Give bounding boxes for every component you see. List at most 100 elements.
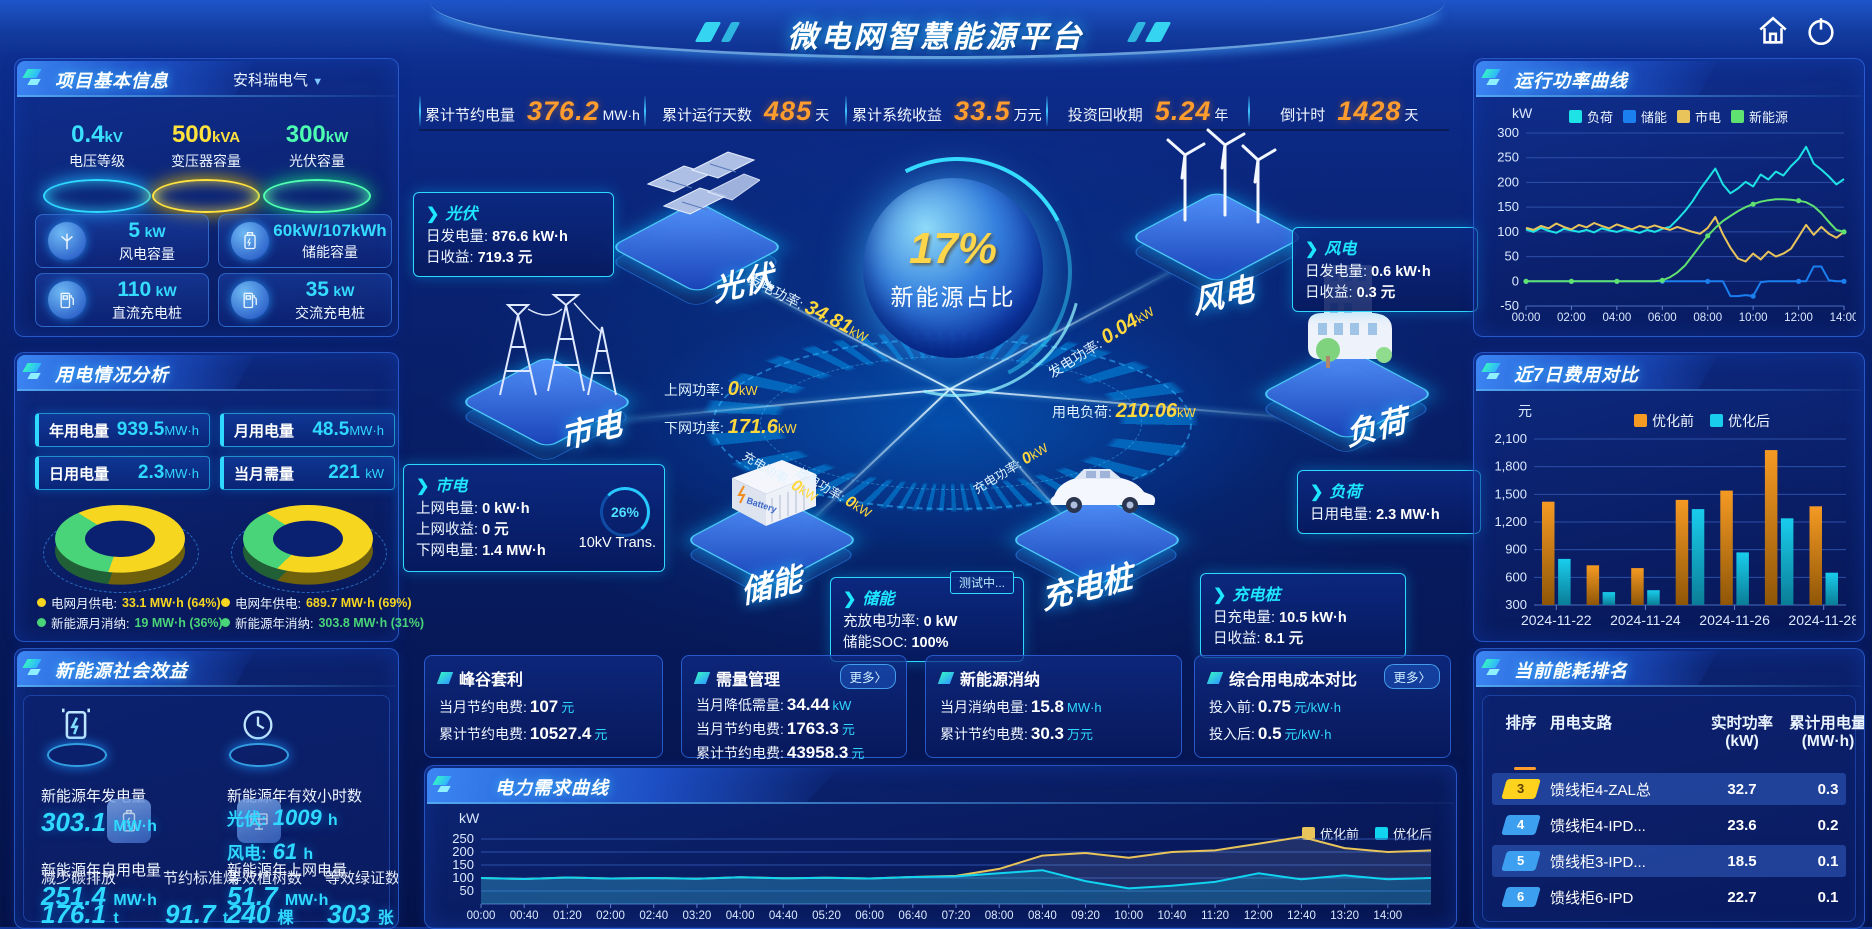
legend-item[interactable]: 新能源 [1731, 107, 1788, 126]
flow-value: 210.06 [1115, 400, 1177, 422]
svg-text:08:00: 08:00 [1693, 312, 1722, 324]
legend-swatch [1677, 110, 1691, 123]
chevron-right-icon: ❯ [1310, 484, 1324, 501]
self-use-value: 251.4 MW·h [41, 881, 157, 911]
legend-item[interactable]: 优化后 [1710, 411, 1770, 431]
panel-flag-icon [435, 774, 455, 794]
kpi-payback-period: 投资回收期 5.24 年 [1048, 96, 1247, 127]
flow-value: 171.6 [727, 416, 778, 438]
card-unit: kW [333, 282, 355, 299]
ranking-card [1482, 695, 1856, 922]
self-use-label: 新能源年自用电量 [41, 862, 162, 879]
svg-text:2024-11-24: 2024-11-24 [1610, 612, 1681, 628]
svg-text:600: 600 [1505, 569, 1527, 584]
card-value: 48.5 [312, 419, 350, 440]
rank-badge: 4 [1501, 815, 1541, 835]
card-label: 风电容量 [119, 245, 175, 262]
co2-value: 176.1 t [41, 899, 119, 929]
svg-text:14:00: 14:00 [1830, 312, 1856, 324]
table-row[interactable]: 4 馈线柜4-IPD... 23.6 0.2 [1492, 809, 1846, 841]
legend-item[interactable]: 优化后 [1374, 824, 1432, 843]
svg-text:300: 300 [1505, 597, 1527, 612]
info-title: 充电桩 [1232, 587, 1281, 604]
wind-turbine-icon [1166, 128, 1277, 224]
table-row[interactable]: 3 馈线柜4-ZAL总 32.7 0.3 [1492, 773, 1846, 805]
info-title: 储能 [862, 591, 895, 608]
info-title: 负荷 [1329, 484, 1362, 501]
panel-cost-comparison: 综合用电成本对比 更多〉 投入前: 0.75 元/kW·h 投入后: 0.5 元/kW·… [1194, 655, 1451, 758]
solar-panel-icon [646, 151, 760, 215]
kpi-value: 5.24 [1154, 95, 1212, 126]
energy-value: 0.3 [1817, 780, 1839, 798]
card-month-usage: 月用电量 48.5MW·h [220, 413, 395, 447]
legend-renewable-year: 新能源年消纳: 303.8 MW·h (31%) [221, 613, 424, 632]
home-icon[interactable] [1756, 14, 1790, 48]
legend-item[interactable]: 优化前 [1301, 824, 1359, 843]
col-energy: 累计用电量 (MW·h) [1789, 715, 1865, 750]
transformer-label: 10kV Trans. [578, 535, 656, 551]
svg-text:2024-11-28: 2024-11-28 [1788, 612, 1856, 628]
company-dropdown[interactable]: 安科瑞电气 ▼ [233, 69, 323, 90]
legend-value: 303.8 MW·h (31%) [318, 615, 425, 630]
panel-demand-management: 需量管理 更多〉 当月降低需量: 34.44 kW 当月节约电费: 1763.3 元 累… [681, 655, 907, 762]
svg-text:250: 250 [1497, 150, 1519, 165]
panel-flag-icon [25, 657, 45, 677]
charger-info-box: ❯ 充电桩 日充电量: 10.5 kW·h 日收益: 8.1 元 [1200, 573, 1406, 658]
panel-header: 用电情况分析 [15, 353, 398, 391]
legend-swatch [1623, 110, 1637, 123]
kpi-value: 485 [764, 95, 813, 126]
card-dc-charger: 110 kW 直流充电桩 [35, 273, 209, 327]
kpi-value: 376.2 [527, 95, 600, 126]
flow-unit: kW [1176, 405, 1196, 420]
svg-text:10:40: 10:40 [1158, 910, 1187, 922]
gauge-pedestal [152, 179, 260, 213]
legend-dot [37, 618, 46, 627]
card-year-usage: 年用电量 939.5MW·h [35, 413, 210, 447]
legend-swatch [1731, 110, 1745, 123]
kpi-countdown: 倒计时 1428 天 [1250, 96, 1449, 127]
card-wind-capacity: 5 kW 风电容量 [35, 214, 209, 268]
table-row[interactable]: 6 馈线柜6-IPD 22.7 0.1 [1492, 881, 1846, 913]
panel-flag-icon [436, 672, 454, 684]
svg-text:11:20: 11:20 [1201, 910, 1229, 922]
power-icon[interactable] [1804, 14, 1838, 48]
rank-badge: 3 [1501, 779, 1541, 799]
table-row[interactable]: 5 馈线柜3-IPD... 18.5 0.1 [1492, 845, 1846, 877]
svg-text:14:00: 14:00 [1373, 910, 1402, 922]
svg-text:06:00: 06:00 [1648, 312, 1677, 324]
coal-value: 91.7 t [165, 899, 229, 929]
panel-flag-icon [1484, 67, 1504, 87]
kpi-unit: 万元 [1013, 106, 1042, 123]
battery-mini-icon [107, 799, 151, 843]
transformer-gauge: 26% [600, 487, 650, 537]
card-label: 月用电量 [234, 422, 295, 440]
chart-legend: 负荷 储能 市电 新能源 [1569, 107, 1788, 126]
more-button[interactable]: 更多〉 [1384, 664, 1440, 689]
more-button[interactable]: 更多〉 [840, 664, 896, 689]
card-value: 2.3 [137, 462, 165, 483]
legend-item[interactable]: 市电 [1677, 107, 1721, 126]
gauge-unit: kV [104, 129, 123, 146]
panel-title: 运行功率曲线 [1514, 71, 1628, 91]
gauge-value: 0.4 [71, 121, 105, 148]
card-unit: kW [155, 282, 177, 299]
trees-value: 240 棵 [227, 899, 294, 929]
legend-item[interactable]: 负荷 [1569, 107, 1613, 126]
legend-dot [37, 598, 46, 607]
card-day-usage: 日用电量 2.3MW·h [35, 456, 210, 490]
svg-text:12:40: 12:40 [1287, 910, 1316, 922]
panel-flag-icon [25, 67, 45, 87]
svg-text:13:20: 13:20 [1330, 910, 1359, 922]
svg-text:05:20: 05:20 [812, 910, 841, 922]
chevron-down-icon: ▼ [312, 76, 324, 88]
gauge-label: 光伏容量 [289, 153, 345, 169]
y-axis-unit: 元 [1518, 403, 1532, 419]
flow-unit: kW [777, 421, 797, 436]
power-value: 32.7 [1727, 780, 1757, 798]
legend-swatch [1301, 827, 1315, 840]
info-title: 光伏 [445, 206, 478, 223]
svg-text:12:00: 12:00 [1784, 312, 1813, 324]
legend-item[interactable]: 优化前 [1634, 411, 1694, 431]
legend-item[interactable]: 储能 [1623, 107, 1667, 126]
legend-swatch [1374, 827, 1388, 840]
